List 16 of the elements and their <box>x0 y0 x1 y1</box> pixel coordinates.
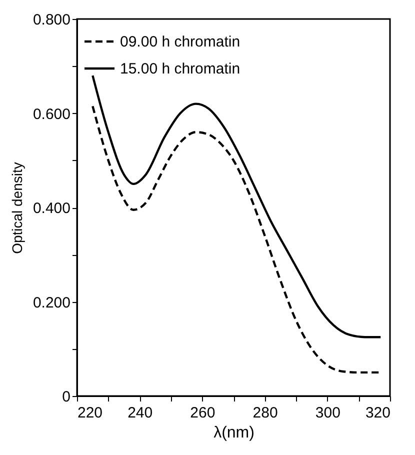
y-tick-label: 0.200 <box>32 294 70 312</box>
x-tick-label: 300 <box>315 404 340 422</box>
x-tick-label: 280 <box>252 404 278 422</box>
legend-label: 09.00 h chromatin <box>120 34 240 50</box>
x-tick-label: 320 <box>365 404 390 422</box>
x-tick-label: 240 <box>128 404 153 422</box>
legend-label: 15.00 h chromatin <box>120 60 240 78</box>
y-tick-label: 0 <box>62 388 70 406</box>
y-tick-label: 0.800 <box>32 12 70 28</box>
x-tick-label: 260 <box>190 404 216 422</box>
line-series <box>92 74 382 338</box>
x-axis-title: λ(nm) <box>214 424 254 442</box>
x-tick-label: 220 <box>78 404 103 422</box>
y-axis-title: Optical density <box>8 162 25 254</box>
y-tick-label: 0.400 <box>32 200 70 217</box>
y-tick-label: 0.600 <box>32 106 70 123</box>
